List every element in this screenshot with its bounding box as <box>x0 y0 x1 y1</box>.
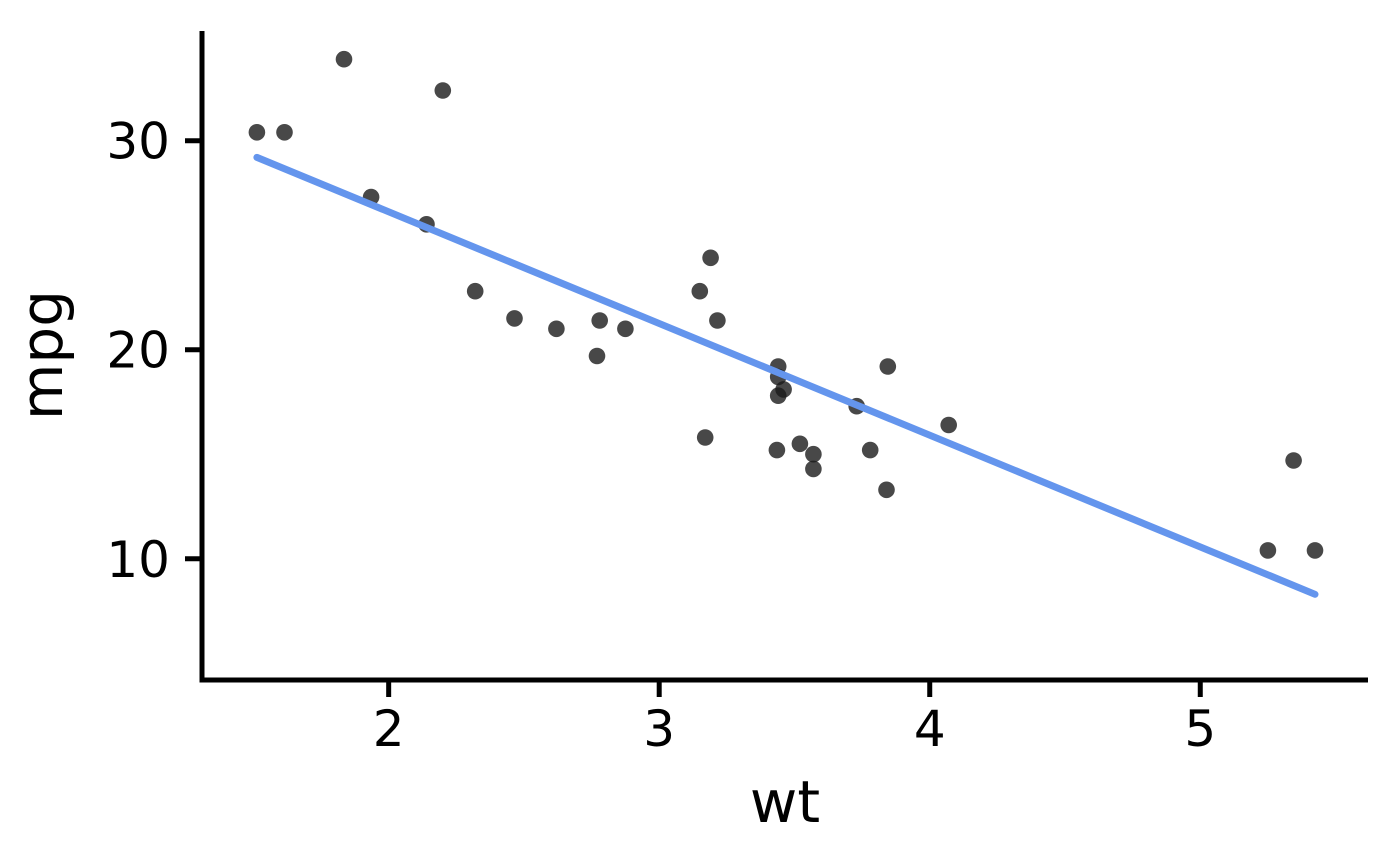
trend-line-layer <box>253 153 1319 598</box>
data-point <box>466 282 484 300</box>
data-point <box>940 416 957 434</box>
data-point <box>709 312 726 329</box>
axes-layer: 2 3 4 5 10 20 30 <box>106 31 1368 758</box>
data-point <box>768 441 786 459</box>
points-layer <box>248 50 1324 559</box>
data-point <box>878 481 895 499</box>
data-point <box>691 282 709 300</box>
x-tick-label: 4 <box>914 700 946 758</box>
data-point <box>434 82 452 99</box>
y-tick-label: 20 <box>106 322 170 380</box>
data-point <box>696 429 714 446</box>
data-point <box>617 320 634 338</box>
regression-line <box>253 153 1319 598</box>
x-tick-label: 3 <box>643 700 675 758</box>
x-tick-label: 5 <box>1184 700 1216 758</box>
data-point <box>791 435 809 453</box>
data-point <box>335 50 353 68</box>
y-tick-label: 30 <box>106 113 170 171</box>
axis-titles-layer: wt mpg <box>8 290 820 836</box>
y-axis-title: mpg <box>8 290 76 420</box>
data-point <box>702 249 719 267</box>
data-point <box>248 124 266 141</box>
data-point <box>769 387 787 405</box>
data-point <box>588 347 606 365</box>
data-point <box>1259 542 1277 559</box>
data-point <box>805 445 822 463</box>
data-point <box>548 320 565 338</box>
x-tick-label: 2 <box>373 700 405 758</box>
data-point <box>861 441 879 459</box>
y-tick-label: 10 <box>106 531 170 589</box>
data-point <box>506 310 523 327</box>
data-point <box>1285 452 1302 469</box>
data-point <box>805 460 822 478</box>
x-axis-title: wt <box>750 768 820 836</box>
data-point <box>879 358 897 375</box>
data-point <box>276 124 293 141</box>
data-point <box>591 312 608 329</box>
data-point <box>1306 542 1324 559</box>
